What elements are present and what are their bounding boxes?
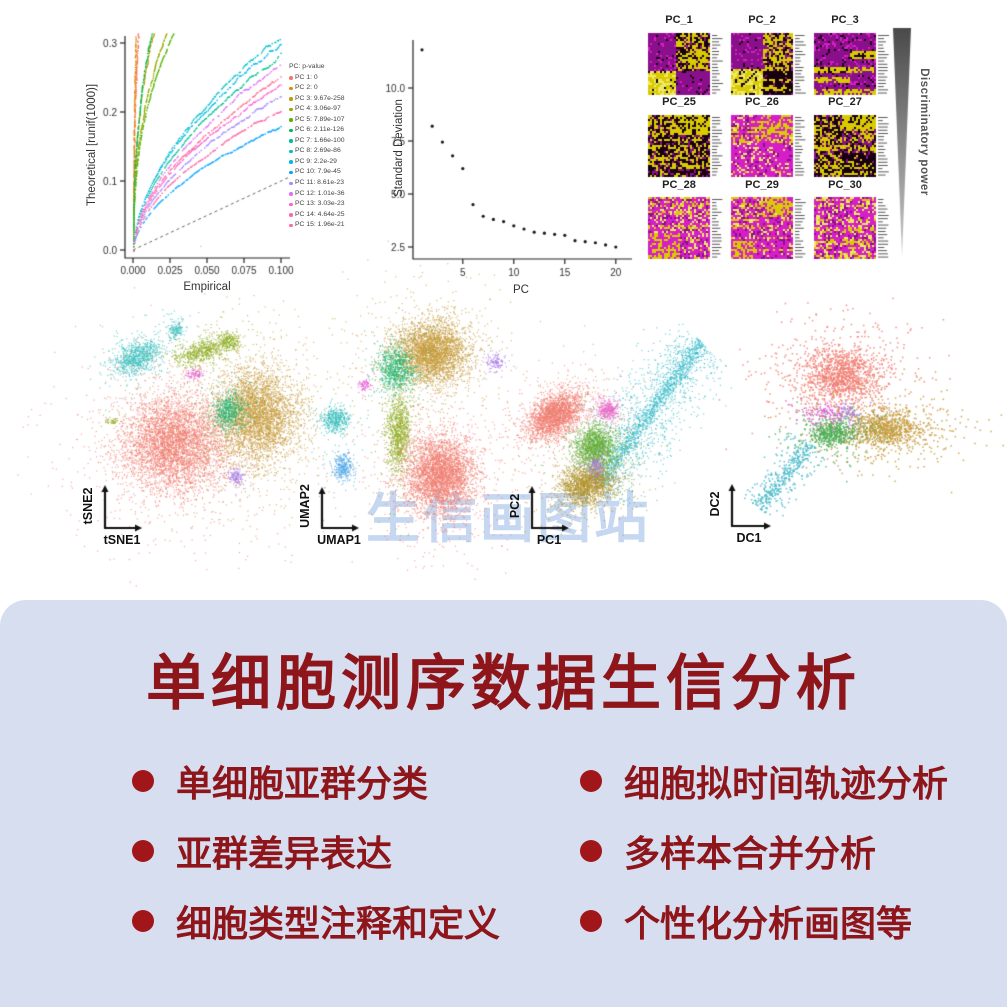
jackstraw-y-axis-label: Theoretical [runif(1000)]: [86, 83, 98, 207]
legend-swatch: [289, 149, 293, 154]
legend-item: PC 14: 4.64e-25: [289, 210, 345, 221]
legend-item: PC 3: 9.67e-258: [289, 94, 345, 105]
heatmap-title: PC_27: [828, 96, 862, 108]
legend-item: PC 8: 2.69e-86: [289, 146, 345, 157]
legend-swatch: [289, 181, 293, 186]
legend-item: PC 12: 1.01e-36: [289, 189, 345, 200]
legend-item: PC 7: 1.66e-100: [289, 136, 345, 147]
legend-label: PC 15: 1.96e-21: [295, 221, 345, 229]
bullet-text: 细胞拟时间轨迹分析: [624, 763, 949, 804]
bullet-text: 细胞类型注释和定义: [176, 903, 501, 944]
pca-x-axis-label: PC1: [536, 533, 562, 547]
legend-swatch: [289, 192, 293, 196]
umap-y-axis-label: UMAP2: [298, 484, 312, 528]
promo-panel: 单细胞测序数据生信分析 单细胞亚群分类 亚群差异表达细胞类型注释和定义 细胞拟时间…: [0, 600, 1007, 1007]
legend-item: PC 10: 7.9e-45: [289, 167, 345, 178]
jackstraw-legend: PC: p-value PC 1: 0 PC 2: 0 PC 3: 9.67e-258…: [289, 62, 345, 231]
figure-canvas: [0, 0, 1007, 600]
heatmap-title: PC_29: [745, 179, 779, 191]
legend-label: PC 3: 9.67e-258: [295, 94, 345, 102]
legend-label: PC 7: 1.66e-100: [295, 136, 345, 144]
bullet-list-left: 单细胞亚群分类 亚群差异表达细胞类型注释和定义: [132, 758, 580, 968]
legend-swatch: [289, 223, 293, 228]
bullet-item: 细胞拟时间轨迹分析: [580, 758, 948, 804]
legend-label: PC 8: 2.69e-86: [295, 147, 341, 155]
legend-item: PC 2: 0: [289, 83, 345, 94]
legend-swatch: [289, 160, 293, 164]
legend-label: PC 4: 3.06e-97: [295, 105, 341, 113]
legend-swatch: [289, 118, 293, 122]
bullet-text: 多样本合并分析: [624, 833, 877, 874]
promo-title: 单细胞测序数据生信分析: [146, 650, 861, 717]
elbow-y-axis-label: Standard Deviation: [393, 99, 405, 197]
legend-item: PC 13: 3.03e-23: [289, 199, 345, 210]
bullet-item: 个性化分析画图等: [580, 898, 948, 944]
tsne-y-axis-label: tSNE2: [81, 487, 95, 525]
bullet-item: 多样本合并分析: [580, 828, 948, 874]
bullet-item: 细胞类型注释和定义: [132, 898, 580, 944]
legend-item: PC 4: 3.06e-97: [289, 104, 345, 115]
legend-label: PC 13: 3.03e-23: [295, 200, 345, 208]
legend-swatch: [289, 202, 293, 207]
legend-item: PC 5: 7.89e-107: [289, 115, 345, 126]
legend-swatch: [289, 139, 293, 143]
heatmap-title: PC_28: [662, 179, 696, 191]
heatmap-title: PC_2: [748, 14, 776, 26]
legend-swatch: [289, 76, 293, 80]
legend-item: PC 9: 2.2e-29: [289, 157, 345, 168]
legend-label: PC 11: 8.61e-23: [295, 179, 344, 187]
bullet-item: 亚群差异表达: [132, 828, 580, 874]
heatmap-title: PC_25: [662, 96, 696, 108]
legend-item: PC 6: 2.11e-126: [289, 125, 345, 136]
discriminatory-power-label: Discriminatory power: [918, 68, 930, 196]
bullet-dot: [132, 910, 154, 932]
legend-label: PC 2: 0: [295, 84, 318, 92]
dc-x-axis-label: DC1: [736, 531, 762, 545]
bullet-dot: [580, 770, 602, 792]
legend-label: PC 12: 1.01e-36: [295, 189, 345, 197]
legend-swatch: [289, 107, 293, 112]
bullet-item: 单细胞亚群分类: [132, 758, 580, 804]
bullet-dot: [580, 840, 602, 862]
legend-title: PC: p-value: [289, 63, 325, 70]
legend-label: PC 5: 7.89e-107: [295, 115, 345, 123]
legend-item: PC 15: 1.96e-21: [289, 220, 345, 231]
legend-swatch: [289, 86, 293, 91]
dc-y-axis-label: DC2: [708, 491, 722, 517]
legend-swatch: [289, 170, 293, 175]
heatmap-title: PC_3: [831, 14, 859, 26]
legend-label: PC 1: 0: [295, 73, 318, 81]
heatmap-title: PC_30: [828, 179, 862, 191]
bullet-text: 亚群差异表达: [176, 833, 393, 874]
legend-label: PC 10: 7.9e-45: [295, 168, 341, 176]
legend-label: PC 9: 2.2e-29: [295, 157, 337, 165]
bullet-list-right: 细胞拟时间轨迹分析 多样本合并分析 个性化分析画图等: [580, 758, 948, 968]
legend-label: PC 14: 4.64e-25: [295, 210, 345, 218]
pca-y-axis-label: PC2: [508, 493, 522, 519]
bullet-dot: [132, 840, 154, 862]
umap-x-axis-label: UMAP1: [317, 533, 361, 547]
heatmap-title: PC_1: [665, 14, 693, 26]
bullet-text: 单细胞亚群分类: [176, 763, 429, 804]
legend-swatch: [289, 97, 293, 101]
bullet-dot: [580, 910, 602, 932]
bullet-text: 个性化分析画图等: [624, 903, 913, 944]
bullet-columns: 单细胞亚群分类 亚群差异表达细胞类型注释和定义 细胞拟时间轨迹分析 多样本合并分析个…: [0, 758, 1007, 968]
legend-item: PC 1: 0: [289, 73, 345, 84]
heatmap-title: PC_26: [745, 96, 779, 108]
legend-swatch: [289, 213, 293, 217]
legend-item: PC 11: 8.61e-23: [289, 178, 345, 189]
legend-swatch: [289, 128, 293, 133]
bullet-dot: [132, 770, 154, 792]
elbow-x-axis-label: PC: [513, 284, 529, 296]
legend-label: PC 6: 2.11e-126: [295, 126, 344, 134]
tsne-x-axis-label: tSNE1: [103, 533, 141, 547]
jackstraw-x-axis-label: Empirical: [183, 281, 231, 293]
